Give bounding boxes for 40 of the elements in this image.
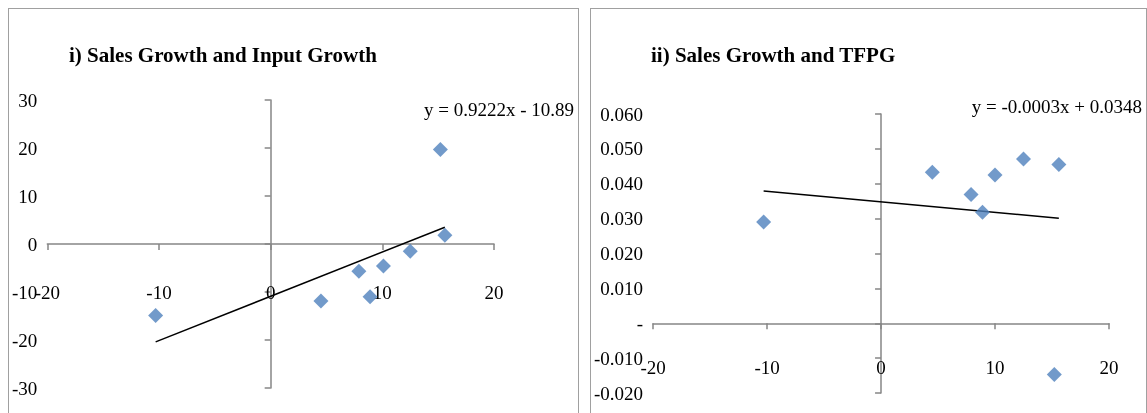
y-tick-label: 0.050: [600, 138, 644, 160]
x-tick-label: 0: [876, 357, 886, 378]
x-tick-label: 10: [985, 357, 1005, 378]
point: [963, 187, 979, 203]
y-tick-label: 0: [27, 233, 38, 255]
x-tick-label: 10: [372, 282, 392, 303]
point: [987, 167, 1003, 183]
annotation: y = 0.9222x - 10.89: [423, 99, 574, 120]
point: [351, 263, 367, 279]
chart-title: i) Sales Growth and Input Growth: [69, 42, 378, 67]
point: [313, 293, 329, 309]
y-tick-label: -20: [12, 329, 38, 351]
point: [756, 214, 772, 230]
x-tick-label: -10: [754, 357, 780, 378]
point: [148, 308, 164, 324]
point: [432, 141, 448, 157]
y-tick-label: 10: [18, 185, 38, 207]
y-tick-label: 0.060: [600, 103, 644, 125]
y-tick-label: 0.020: [600, 243, 644, 264]
y-tick-label: -0.020: [594, 382, 644, 404]
y-tick-label: 0.010: [600, 277, 644, 299]
y-tick-label: -: [636, 312, 644, 334]
x-tick-label: 20: [1099, 357, 1119, 378]
chart-title: ii) Sales Growth and TFPG: [651, 42, 896, 67]
point: [974, 204, 990, 220]
point: [437, 227, 453, 243]
point: [1046, 367, 1062, 383]
point: [1051, 157, 1067, 173]
point: [1016, 151, 1032, 167]
point: [402, 243, 418, 259]
y-tick-label: 0.040: [600, 173, 644, 195]
x-tick-label: 20: [484, 282, 504, 303]
y-tick-label: -30: [12, 377, 38, 399]
x-tick-label: -10: [146, 282, 172, 303]
y-tick-label: 20: [18, 137, 38, 159]
annotation: y = -0.0003x + 0.0348: [971, 96, 1143, 117]
point: [375, 258, 391, 274]
y-tick-label: 0.030: [600, 208, 644, 230]
point: [924, 164, 940, 180]
y-tick-label: 30: [18, 89, 38, 111]
